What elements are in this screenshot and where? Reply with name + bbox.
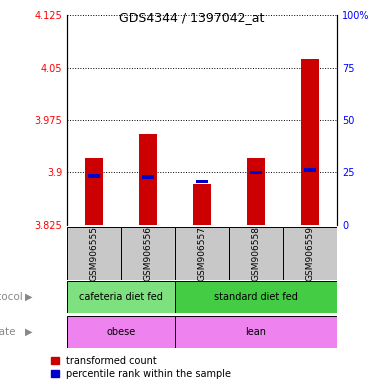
Text: standard diet fed: standard diet fed xyxy=(214,292,298,302)
Legend: transformed count, percentile rank within the sample: transformed count, percentile rank withi… xyxy=(51,356,231,379)
Text: GSM906559: GSM906559 xyxy=(306,226,314,281)
Bar xyxy=(196,180,208,183)
Bar xyxy=(283,227,337,280)
Text: ▶: ▶ xyxy=(25,327,33,337)
Bar xyxy=(85,158,103,225)
Bar xyxy=(139,134,157,225)
Bar xyxy=(229,227,283,280)
Text: GSM906555: GSM906555 xyxy=(90,226,98,281)
Bar xyxy=(175,281,337,313)
Text: ▶: ▶ xyxy=(25,292,33,302)
Bar xyxy=(175,227,229,280)
Bar xyxy=(88,174,100,177)
Bar xyxy=(247,158,265,225)
Text: GSM906556: GSM906556 xyxy=(144,226,152,281)
Text: lean: lean xyxy=(246,327,267,337)
Bar xyxy=(250,170,262,174)
Bar xyxy=(301,59,319,225)
Bar xyxy=(193,184,211,225)
Bar xyxy=(304,169,316,172)
Text: GSM906558: GSM906558 xyxy=(252,226,260,281)
Text: obese: obese xyxy=(106,327,136,337)
Bar xyxy=(67,281,175,313)
Text: protocol: protocol xyxy=(0,292,23,302)
Text: GSM906557: GSM906557 xyxy=(198,226,206,281)
Text: cafeteria diet fed: cafeteria diet fed xyxy=(79,292,163,302)
Bar xyxy=(175,316,337,348)
Text: GDS4344 / 1397042_at: GDS4344 / 1397042_at xyxy=(119,11,264,24)
Bar xyxy=(67,316,175,348)
Bar xyxy=(67,227,121,280)
Text: disease state: disease state xyxy=(0,327,15,337)
Bar xyxy=(142,175,154,179)
Bar xyxy=(121,227,175,280)
